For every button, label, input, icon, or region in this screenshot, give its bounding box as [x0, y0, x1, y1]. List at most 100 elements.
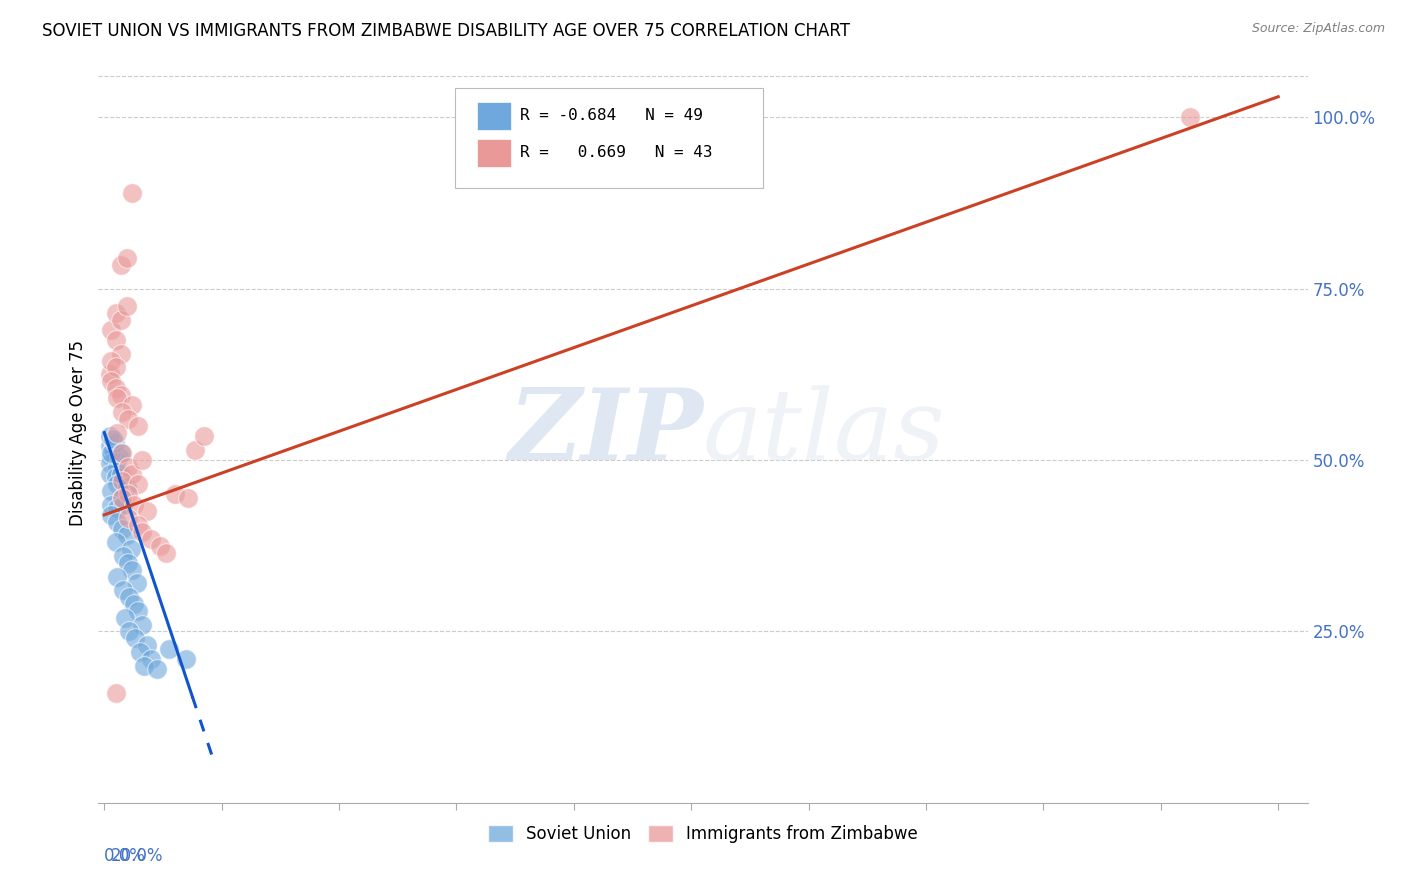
Point [110, 467, 132, 481]
Point [104, 453, 127, 467]
Point [98, 439, 121, 453]
Point [104, 436, 127, 450]
Point [117, 487, 139, 501]
Point [98, 457, 121, 471]
Point [127, 518, 149, 533]
Point [111, 474, 134, 488]
Point [105, 381, 128, 395]
Point [110, 347, 132, 361]
Point [131, 453, 153, 467]
Point [110, 446, 132, 460]
Point [124, 632, 146, 646]
Point [105, 470, 128, 484]
Point [98, 429, 121, 443]
Point [105, 360, 128, 375]
Text: R =   0.669   N = 43: R = 0.669 N = 43 [520, 145, 713, 161]
Point [115, 480, 138, 494]
Point [105, 392, 128, 406]
Point [105, 501, 128, 516]
Point [100, 508, 122, 522]
Point [157, 641, 180, 656]
Point [105, 477, 128, 491]
Point [131, 524, 153, 539]
Point [111, 491, 134, 505]
Point [135, 504, 157, 518]
Point [141, 532, 163, 546]
Point [100, 450, 122, 464]
Point [176, 491, 198, 505]
Point [100, 374, 122, 388]
Point [110, 258, 132, 272]
Point [105, 459, 128, 474]
Point [100, 498, 122, 512]
Point [115, 528, 138, 542]
Point [176, 652, 198, 666]
Point [135, 638, 157, 652]
Point [111, 405, 134, 419]
Point [117, 412, 139, 426]
Point [105, 535, 128, 549]
Point [110, 312, 132, 326]
Point [112, 549, 135, 563]
Point [105, 686, 128, 700]
Point [127, 477, 149, 491]
Point [117, 459, 139, 474]
FancyBboxPatch shape [477, 138, 510, 167]
Point [1180, 110, 1202, 124]
Point [125, 576, 148, 591]
Point [111, 446, 134, 460]
Point [100, 353, 122, 368]
Point [101, 442, 124, 457]
Point [111, 522, 134, 536]
Point [121, 186, 143, 200]
Point [131, 617, 153, 632]
Point [100, 446, 122, 460]
Point [118, 624, 141, 639]
Text: SOVIET UNION VS IMMIGRANTS FROM ZIMBABWE DISABILITY AGE OVER 75 CORRELATION CHAR: SOVIET UNION VS IMMIGRANTS FROM ZIMBABWE… [42, 22, 851, 40]
Point [118, 590, 141, 604]
Point [121, 563, 143, 577]
Point [105, 569, 128, 583]
Point [149, 539, 172, 553]
Point [105, 306, 128, 320]
FancyBboxPatch shape [477, 102, 510, 130]
Text: 0.0%: 0.0% [104, 847, 146, 865]
Text: 20.0%: 20.0% [111, 847, 163, 865]
Point [121, 467, 143, 481]
Point [134, 658, 156, 673]
Point [101, 433, 124, 447]
Point [100, 483, 122, 498]
Point [184, 442, 207, 457]
Point [155, 545, 177, 559]
Point [193, 429, 215, 443]
Point [117, 556, 139, 570]
Text: atlas: atlas [703, 385, 946, 480]
Point [115, 299, 138, 313]
Point [121, 398, 143, 412]
Text: Source: ZipAtlas.com: Source: ZipAtlas.com [1251, 22, 1385, 36]
Point [98, 368, 121, 382]
FancyBboxPatch shape [456, 88, 763, 188]
Point [114, 610, 136, 624]
Point [112, 583, 135, 598]
Point [105, 333, 128, 347]
Point [110, 388, 132, 402]
Point [163, 487, 186, 501]
Point [120, 542, 142, 557]
Point [98, 467, 121, 481]
Point [141, 652, 163, 666]
Point [100, 323, 122, 337]
Point [127, 418, 149, 433]
Point [108, 450, 131, 464]
Point [111, 491, 134, 505]
Point [127, 604, 149, 618]
Text: R = -0.684   N = 49: R = -0.684 N = 49 [520, 108, 703, 123]
Point [112, 498, 135, 512]
Point [117, 511, 139, 525]
Y-axis label: Disability Age Over 75: Disability Age Over 75 [69, 340, 87, 525]
Point [128, 645, 150, 659]
Legend: Soviet Union, Immigrants from Zimbabwe: Soviet Union, Immigrants from Zimbabwe [481, 819, 925, 850]
Point [146, 662, 169, 676]
Point [122, 597, 145, 611]
Point [115, 251, 138, 265]
